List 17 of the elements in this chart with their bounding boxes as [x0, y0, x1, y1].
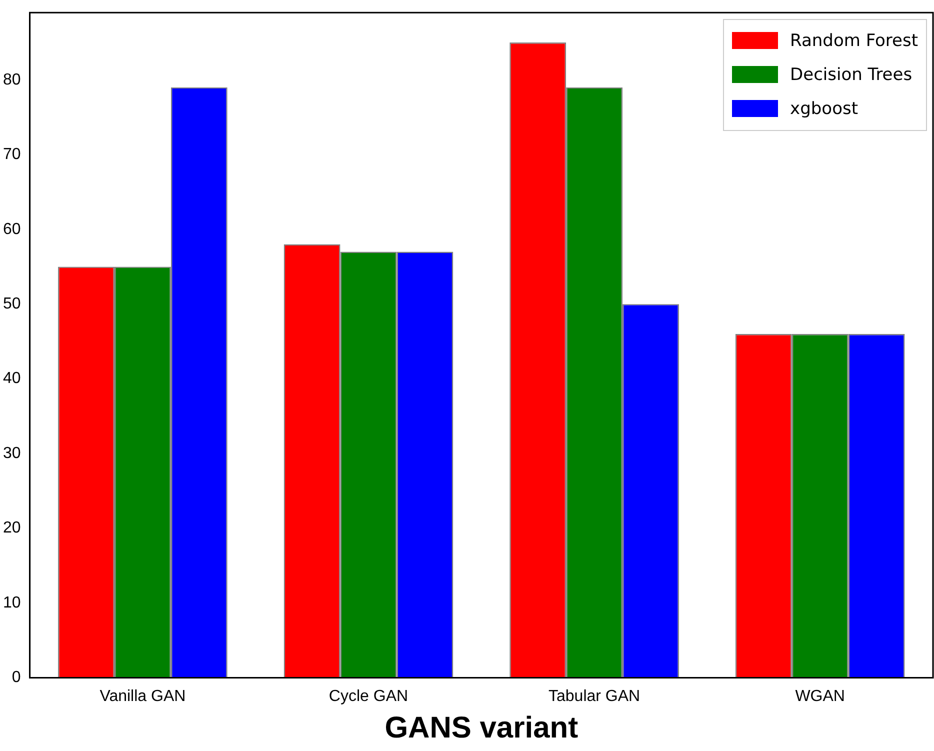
legend-label: Random Forest [790, 30, 918, 51]
x-tick-label: Tabular GAN [548, 688, 640, 705]
y-tick-label: 0 [12, 669, 21, 686]
x-axis-title: GANS variant [384, 711, 578, 744]
y-tick-label: 10 [3, 594, 21, 612]
y-tick-label: 30 [3, 444, 21, 462]
y-tick-label: 60 [3, 220, 21, 238]
y-tick-label: 80 [3, 71, 21, 88]
legend-label: Decision Trees [790, 64, 912, 85]
y-tick-label: 50 [3, 296, 21, 312]
legend-label: xgboost [790, 98, 858, 119]
y-tick-label: 20 [3, 520, 21, 537]
x-tick-label: Vanilla GAN [100, 688, 186, 705]
x-tick-label: WGAN [795, 688, 845, 705]
x-tick-label: Cycle GAN [328, 688, 408, 705]
y-tick-label: 40 [3, 370, 21, 388]
y-tick-label: 70 [3, 146, 21, 164]
